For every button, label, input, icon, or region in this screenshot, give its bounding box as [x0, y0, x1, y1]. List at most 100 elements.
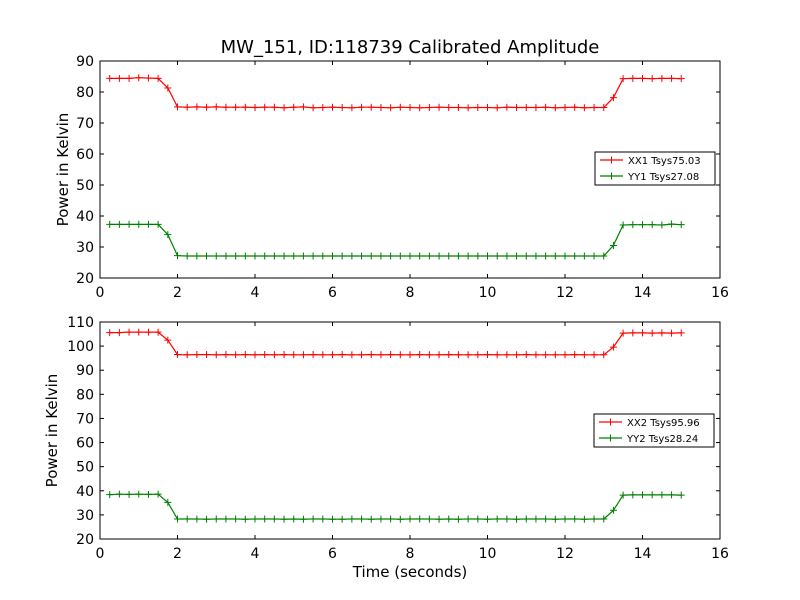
data-point — [600, 515, 608, 523]
data-point — [309, 351, 317, 359]
data-point — [648, 221, 656, 229]
data-point — [445, 515, 453, 523]
data-point — [425, 104, 433, 111]
data-point — [115, 220, 123, 228]
data-point — [639, 491, 646, 499]
data-point — [115, 74, 123, 82]
data-point — [251, 104, 259, 111]
y-tick-label: 30 — [76, 240, 94, 256]
data-point — [561, 515, 569, 523]
data-point — [125, 328, 133, 336]
data-point — [580, 252, 588, 260]
legend-label: YY1 Tsys27.08 — [627, 172, 699, 183]
data-point — [474, 515, 482, 523]
data-point — [619, 329, 627, 337]
data-point — [377, 351, 385, 359]
data-point — [241, 515, 249, 523]
data-point — [251, 252, 259, 260]
y-tick-label: 50 — [76, 178, 94, 194]
data-point — [329, 103, 336, 111]
data-point — [590, 351, 598, 359]
data-point — [416, 252, 424, 260]
data-point — [183, 515, 191, 523]
data-point — [580, 515, 588, 523]
data-point — [241, 252, 249, 260]
data-point — [396, 351, 404, 359]
data-point — [135, 220, 143, 228]
data-point — [406, 104, 414, 111]
data-point — [358, 351, 366, 359]
data-point — [454, 515, 462, 523]
data-point — [358, 252, 366, 260]
x-tick-label: 4 — [251, 285, 260, 301]
data-point — [174, 252, 181, 260]
data-point — [164, 336, 172, 344]
data-point — [532, 104, 540, 111]
data-point — [193, 252, 201, 260]
data-point — [367, 515, 375, 523]
data-point — [261, 515, 269, 523]
data-point — [600, 104, 608, 111]
data-point — [232, 515, 240, 523]
legend — [594, 151, 716, 186]
data-point — [387, 252, 395, 260]
legend-marker — [608, 156, 615, 164]
data-point — [668, 220, 676, 228]
data-point — [445, 104, 453, 111]
data-point — [522, 351, 530, 359]
data-point — [522, 515, 530, 523]
data-point — [348, 252, 356, 260]
y-tick-label: 90 — [76, 363, 94, 379]
data-point — [348, 351, 356, 359]
y-tick-label: 90 — [76, 54, 94, 70]
data-point — [454, 252, 462, 260]
data-point — [648, 75, 656, 83]
data-point — [270, 515, 278, 523]
data-point — [164, 498, 172, 506]
data-point — [144, 74, 152, 82]
x-tick-label: 10 — [479, 546, 497, 562]
data-point — [261, 252, 269, 260]
data-point — [164, 84, 172, 92]
data-point — [551, 252, 559, 260]
data-point — [135, 74, 143, 82]
data-point — [658, 221, 666, 229]
data-point — [493, 252, 501, 260]
data-point — [639, 221, 646, 229]
data-point — [580, 351, 588, 359]
x-tick-label: 12 — [556, 285, 574, 301]
legend-marker — [607, 434, 614, 442]
y-tick-label: 110 — [67, 315, 94, 331]
x-tick-label: 16 — [711, 285, 729, 301]
data-point — [677, 75, 685, 83]
data-point — [416, 104, 424, 112]
data-point — [416, 515, 424, 523]
data-point — [513, 252, 521, 260]
data-point — [522, 104, 530, 111]
data-point — [493, 515, 501, 523]
data-point — [212, 351, 220, 359]
data-point — [639, 329, 646, 337]
data-point — [280, 104, 288, 112]
data-point — [454, 104, 462, 111]
data-point — [358, 515, 366, 523]
data-point — [290, 103, 298, 111]
data-point — [377, 104, 385, 111]
data-point — [222, 252, 230, 260]
data-point — [571, 351, 579, 359]
data-point — [484, 351, 491, 359]
data-point — [125, 490, 133, 498]
legend-label: XX1 Tsys75.03 — [628, 156, 701, 167]
x-axis-label: Time (seconds) — [352, 563, 468, 581]
data-point — [513, 515, 521, 523]
data-point — [183, 351, 191, 359]
data-point — [474, 351, 482, 359]
data-point — [425, 252, 433, 260]
data-point — [513, 104, 521, 111]
data-point — [532, 351, 540, 359]
data-point — [290, 351, 298, 359]
data-point — [338, 104, 346, 111]
data-point — [203, 351, 211, 359]
data-point — [551, 515, 559, 523]
